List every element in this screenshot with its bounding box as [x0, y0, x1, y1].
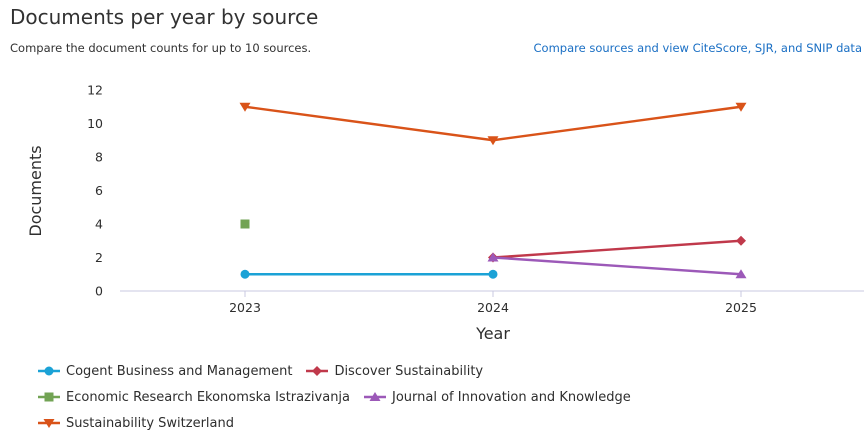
chart-title: Documents per year by source	[10, 5, 319, 29]
y-tick-label: 10	[87, 116, 103, 131]
data-point[interactable]	[736, 235, 746, 246]
chart-subtitle: Compare the document counts for up to 10…	[10, 41, 312, 55]
legend-item[interactable]: Cogent Business and Management	[38, 364, 292, 379]
legend-item[interactable]: Economic Research Ekonomska Istrazivanja	[38, 390, 350, 405]
compare-sources-link[interactable]: Compare sources and view CiteScore, SJR,…	[533, 41, 863, 55]
series-5	[239, 102, 747, 146]
legend: Cogent Business and Management Discover …	[38, 358, 645, 436]
legend-label: Cogent Business and Management	[66, 363, 293, 379]
legend-label: Journal of Innovation and Knowledge	[392, 389, 631, 405]
data-point[interactable]	[240, 269, 250, 279]
data-point[interactable]	[735, 269, 747, 279]
data-point[interactable]	[487, 136, 499, 146]
legend-marker	[43, 419, 55, 428]
y-axis-ticks: 0 2 4 6 8 10 12	[87, 83, 103, 299]
legend-item[interactable]: Sustainability Switzerland	[38, 416, 234, 431]
y-tick-label: 6	[95, 183, 103, 198]
series-line[interactable]	[244, 105, 742, 142]
legend-swatch	[38, 366, 60, 376]
y-tick-label: 4	[95, 217, 103, 232]
data-point[interactable]	[240, 219, 250, 229]
x-tick-label: 2024	[477, 300, 509, 315]
y-tick-label: 12	[87, 83, 103, 98]
legend-marker	[44, 366, 54, 376]
x-tick-label: 2023	[229, 300, 261, 315]
legend-label: Sustainability Switzerland	[66, 415, 234, 431]
legend-row: Sustainability Switzerland	[38, 410, 645, 436]
legend-marker	[312, 366, 323, 376]
data-point[interactable]	[735, 102, 747, 112]
legend-label: Economic Research Ekonomska Istrazivanja	[66, 389, 351, 405]
data-point[interactable]	[487, 252, 499, 262]
legend-marker	[369, 392, 381, 401]
y-tick-label: 2	[95, 250, 103, 265]
legend-swatch	[306, 366, 329, 376]
series-3	[240, 219, 250, 229]
y-tick-label: 0	[95, 284, 103, 299]
series-2	[488, 235, 746, 263]
data-point[interactable]	[239, 102, 251, 112]
legend-swatch	[364, 392, 387, 401]
legend-swatch	[38, 392, 60, 402]
y-tick-label: 8	[95, 150, 103, 165]
series-1	[240, 269, 498, 279]
data-point[interactable]	[488, 269, 498, 279]
legend-row: Cogent Business and Management Discover …	[38, 358, 645, 384]
x-tick-label: 2025	[725, 300, 757, 315]
x-axis-title: Year	[475, 324, 510, 343]
series-line[interactable]	[492, 239, 742, 259]
y-axis-title: Documents	[26, 145, 45, 236]
x-axis-ticks: 2023 2024 2025	[229, 291, 757, 315]
line-chart: 0 2 4 6 8 10 12 2023 2024 2025 Year Documents	[26, 83, 864, 343]
series-layer	[239, 102, 747, 279]
legend-row: Economic Research Ekonomska Istrazivanja…	[38, 384, 645, 410]
series-4	[487, 252, 747, 279]
series-line[interactable]	[492, 256, 742, 276]
legend-item[interactable]: Journal of Innovation and Knowledge	[364, 390, 631, 405]
legend-swatch	[38, 419, 60, 428]
legend-label: Discover Sustainability	[334, 363, 484, 379]
legend-item[interactable]: Discover Sustainability	[306, 364, 483, 379]
legend-marker	[44, 392, 54, 402]
